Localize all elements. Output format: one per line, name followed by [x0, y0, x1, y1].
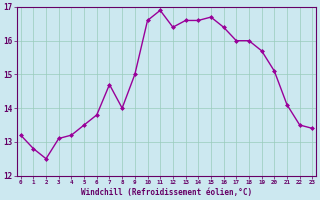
X-axis label: Windchill (Refroidissement éolien,°C): Windchill (Refroidissement éolien,°C) [81, 188, 252, 197]
